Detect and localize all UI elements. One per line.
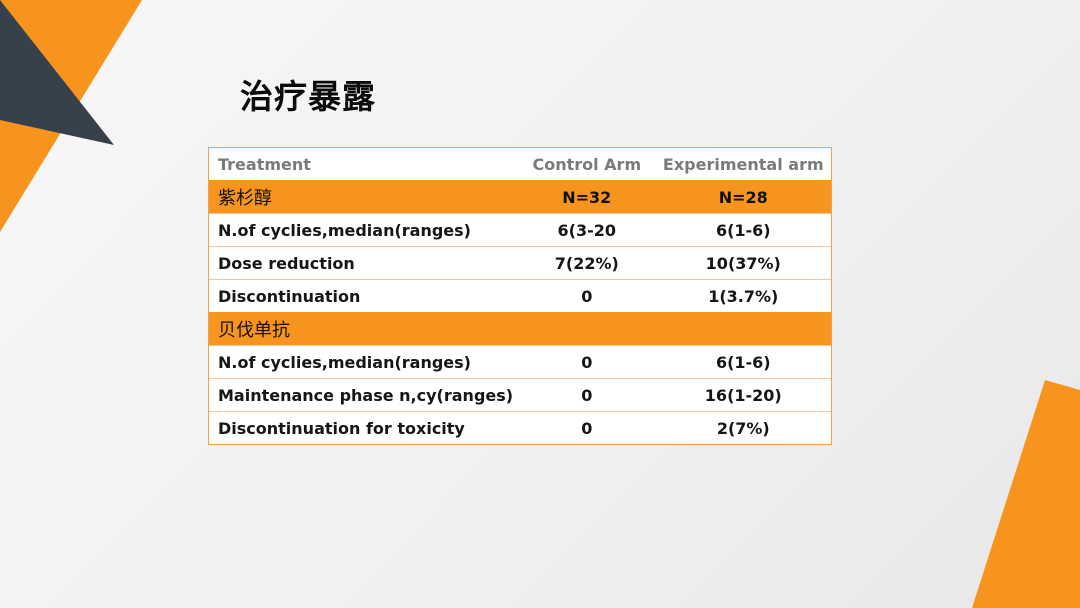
row-label: Dose reduction bbox=[218, 253, 355, 273]
row-label: Maintenance phase n,cy(ranges) bbox=[218, 385, 514, 405]
top-left-orange-triangle bbox=[0, 0, 142, 232]
header-control-arm: Control Arm bbox=[532, 154, 642, 174]
experimental-arm-value: 6(1-6) bbox=[715, 352, 771, 372]
control-arm-value: 0 bbox=[581, 418, 593, 438]
section-label: 贝伐单抗 bbox=[218, 320, 290, 341]
table-row: N.of cyclies,median(ranges) 6(3-20 6(1-6… bbox=[209, 213, 831, 246]
experimental-arm-value: 10(37%) bbox=[705, 253, 781, 273]
experimental-arm-value: 6(1-6) bbox=[715, 220, 771, 240]
table-row: N.of cyclies,median(ranges) 0 6(1-6) bbox=[209, 345, 831, 378]
bottom-right-orange-triangle bbox=[972, 380, 1080, 608]
table-row: Discontinuation 0 1(3.7%) bbox=[209, 279, 831, 312]
header-treatment: Treatment bbox=[218, 154, 311, 174]
section-label: 紫杉醇 bbox=[218, 188, 272, 209]
table-row: Maintenance phase n,cy(ranges) 0 16(1-20… bbox=[209, 378, 831, 411]
row-label: Discontinuation bbox=[218, 286, 361, 306]
table-row: Dose reduction 7(22%) 10(37%) bbox=[209, 246, 831, 279]
top-left-dark-triangle bbox=[0, 0, 114, 145]
slide-title: 治疗暴露 bbox=[240, 77, 376, 116]
control-arm-value: 0 bbox=[581, 352, 593, 372]
experimental-arm-value: N=28 bbox=[718, 187, 768, 207]
row-label: N.of cyclies,median(ranges) bbox=[218, 220, 471, 240]
section-row-paclitaxel: 紫杉醇 N=32 N=28 bbox=[209, 180, 831, 213]
control-arm-value: 7(22%) bbox=[554, 253, 619, 273]
header-experimental-arm: Experimental arm bbox=[662, 154, 824, 174]
table-header-row: Treatment Control Arm Experimental arm bbox=[209, 148, 831, 180]
control-arm-value: 0 bbox=[581, 385, 593, 405]
section-row-bevacizumab: 贝伐单抗 bbox=[209, 312, 831, 345]
control-arm-value: 6(3-20 bbox=[557, 220, 617, 240]
treatment-exposure-table: Treatment Control Arm Experimental arm 紫… bbox=[208, 147, 832, 445]
experimental-arm-value: 1(3.7%) bbox=[708, 286, 779, 306]
control-arm-value: N=32 bbox=[562, 187, 612, 207]
row-label: Discontinuation for toxicity bbox=[218, 418, 465, 438]
control-arm-value: 0 bbox=[581, 286, 593, 306]
row-label: N.of cyclies,median(ranges) bbox=[218, 352, 471, 372]
experimental-arm-value: 16(1-20) bbox=[704, 385, 782, 405]
experimental-arm-value: 2(7%) bbox=[716, 418, 770, 438]
table-row: Discontinuation for toxicity 0 2(7%) bbox=[209, 411, 831, 444]
